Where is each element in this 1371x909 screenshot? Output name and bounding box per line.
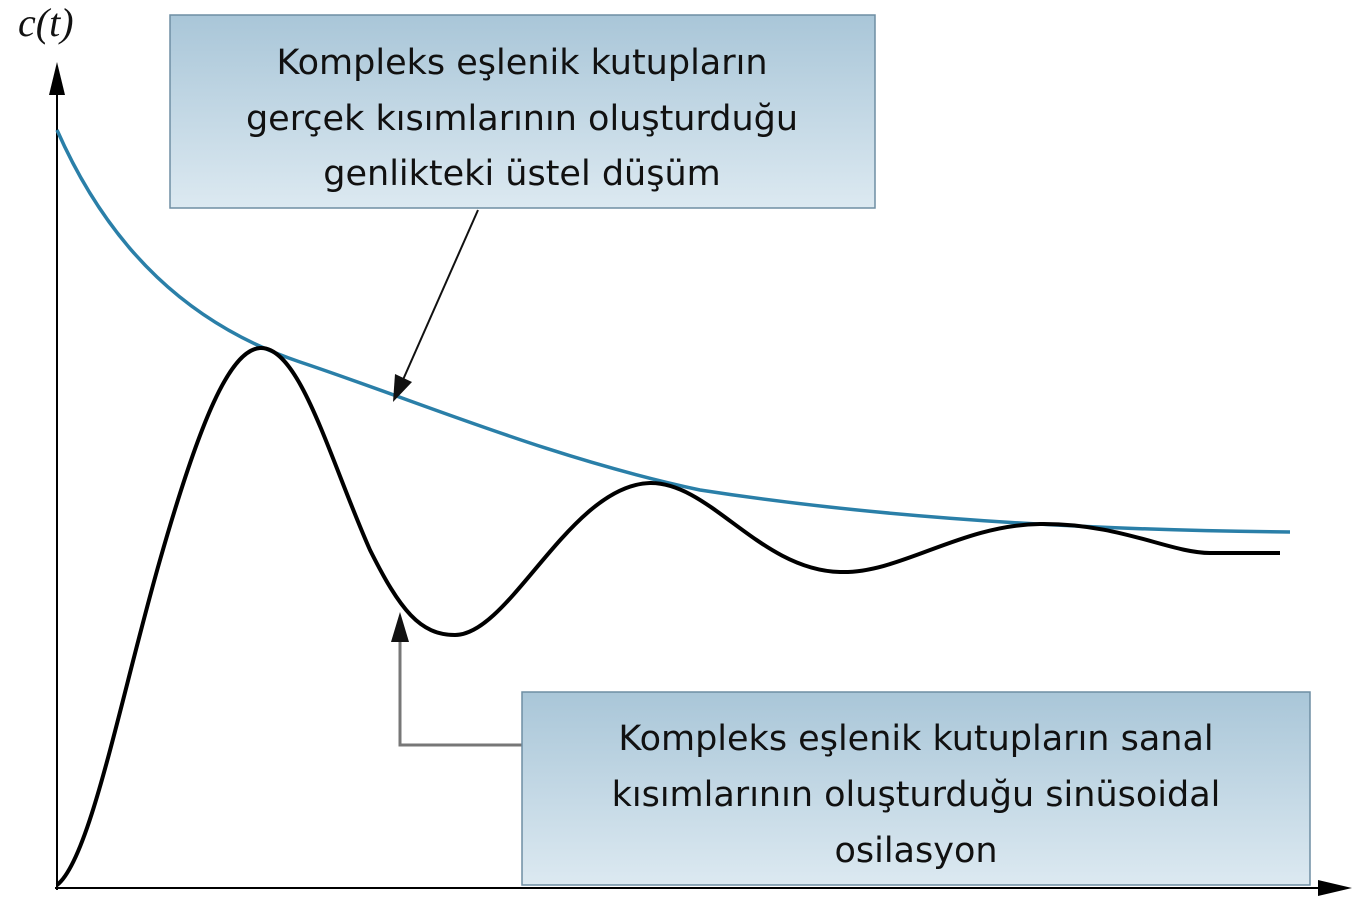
arrow-line [401, 209, 479, 383]
annotation-text: osilasyon [834, 831, 997, 871]
annotation-box [521, 691, 1311, 886]
arrow-line [398, 640, 522, 747]
annotation-text: gerçek kısımlarının oluşturduğu [246, 99, 798, 139]
annotation-text: Kompleks eşlenik kutupların [276, 43, 767, 83]
arrow-head [393, 374, 412, 402]
response-curve [55, 345, 1280, 887]
annotation-box [169, 14, 876, 209]
annotation-text: genlikteki üstel düşüm [323, 154, 720, 194]
y-axis-label: c(t) [18, 0, 74, 45]
x-axis-arrow [1318, 880, 1352, 896]
arrow-head [391, 612, 409, 642]
annotation-text: kısımlarının oluşturduğu sinüsoidal [612, 775, 1221, 815]
annotation-text: Kompleks eşlenik kutupların sanal [618, 719, 1213, 759]
y-axis-arrow [49, 62, 65, 95]
